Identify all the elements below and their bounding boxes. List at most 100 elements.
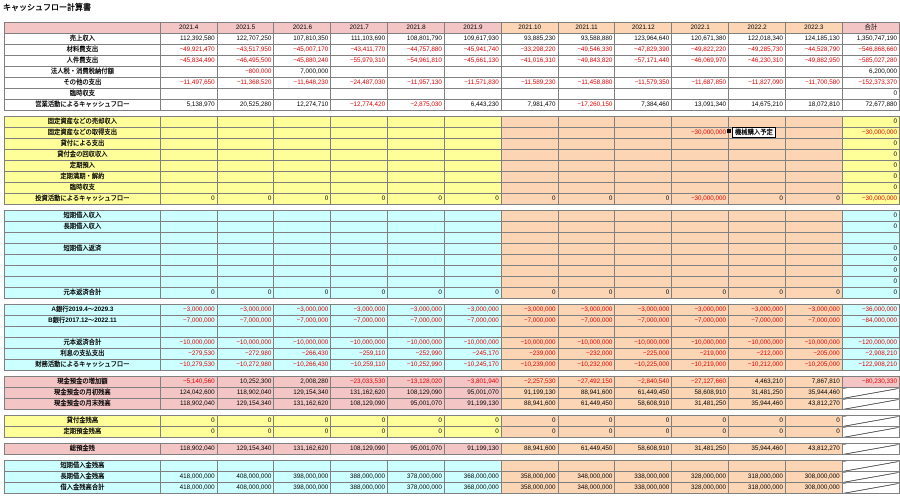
value-cell[interactable]: 0 <box>330 287 389 299</box>
value-cell[interactable]: −11,827,090 <box>728 77 786 89</box>
value-cell[interactable]: −7,000,000 <box>443 315 502 327</box>
value-cell[interactable] <box>159 276 218 288</box>
value-cell[interactable]: 358,000,000 <box>500 471 559 483</box>
value-cell[interactable] <box>330 232 389 244</box>
value-cell[interactable] <box>614 276 673 288</box>
total-cell[interactable]: 1,350,747,190 <box>841 33 900 45</box>
value-cell[interactable] <box>728 88 786 100</box>
value-cell[interactable] <box>216 326 275 338</box>
row-label[interactable]: その他の支出 <box>4 77 161 89</box>
total-cell-blank[interactable] <box>841 460 900 472</box>
value-cell[interactable] <box>557 221 616 233</box>
row-label[interactable]: 投資活動によるキャッシュフロー <box>4 193 161 205</box>
value-cell[interactable] <box>216 254 275 266</box>
value-cell[interactable]: −10,000,000 <box>159 337 218 349</box>
value-cell[interactable]: −245,170 <box>443 348 502 360</box>
row-label[interactable]: 定期満期・解約 <box>4 171 161 183</box>
value-cell[interactable]: −11,957,130 <box>387 77 445 89</box>
value-cell[interactable]: −44,528,790 <box>784 44 843 56</box>
value-cell[interactable] <box>557 254 616 266</box>
value-cell[interactable]: −7,000,000 <box>159 315 218 327</box>
value-cell[interactable] <box>216 149 275 161</box>
value-cell[interactable]: −7,000,000 <box>557 315 616 327</box>
value-cell[interactable]: 118,902,040 <box>216 387 275 399</box>
value-cell[interactable] <box>671 182 730 194</box>
value-cell[interactable] <box>216 127 275 139</box>
value-cell[interactable]: −43,517,950 <box>216 44 275 56</box>
value-cell[interactable]: 418,000,000 <box>159 471 218 483</box>
value-cell[interactable]: 61,449,450 <box>557 443 616 455</box>
value-cell[interactable]: 0 <box>387 287 445 299</box>
value-cell[interactable] <box>330 138 389 150</box>
row-label[interactable]: 利息の支払支出 <box>4 348 161 360</box>
value-cell[interactable] <box>614 254 673 266</box>
row-label[interactable]: 定期預金残高 <box>4 426 161 438</box>
total-cell[interactable]: 0 <box>841 265 900 277</box>
value-cell[interactable]: 5,138,970 <box>159 99 218 111</box>
value-cell[interactable] <box>671 276 730 288</box>
value-cell[interactable] <box>784 182 843 194</box>
total-cell[interactable]: 72,677,880 <box>841 99 900 111</box>
value-cell[interactable] <box>387 116 445 128</box>
value-cell[interactable]: 0 <box>330 193 389 205</box>
value-cell[interactable]: −49,843,820 <box>557 55 616 67</box>
value-cell[interactable] <box>387 326 445 338</box>
row-label[interactable]: 長期借入収入 <box>4 221 161 233</box>
value-cell[interactable] <box>387 66 445 78</box>
row-label[interactable]: 営業活動によるキャッシュフロー <box>4 99 161 111</box>
row-label[interactable]: 長期借入金残高 <box>4 471 161 483</box>
value-cell[interactable] <box>557 276 616 288</box>
value-cell[interactable] <box>728 160 786 172</box>
row-label[interactable] <box>4 22 161 34</box>
value-cell[interactable] <box>671 116 730 128</box>
row-label[interactable]: 定期預入 <box>4 160 161 172</box>
value-cell[interactable]: 388,000,000 <box>330 482 389 494</box>
value-cell[interactable]: 328,000,000 <box>671 482 730 494</box>
total-cell[interactable]: −120,000,000 <box>841 337 900 349</box>
value-cell[interactable]: 61,449,450 <box>557 398 616 410</box>
value-cell[interactable]: 0 <box>557 193 616 205</box>
value-cell[interactable] <box>784 243 843 255</box>
value-cell[interactable] <box>784 138 843 150</box>
value-cell[interactable] <box>387 171 445 183</box>
value-cell[interactable]: −800,000 <box>216 66 275 78</box>
value-cell[interactable] <box>443 171 502 183</box>
value-cell[interactable]: 0 <box>443 415 502 427</box>
value-cell[interactable] <box>330 116 389 128</box>
value-cell[interactable] <box>387 232 445 244</box>
value-cell[interactable] <box>557 232 616 244</box>
value-cell[interactable]: 0 <box>728 287 786 299</box>
value-cell[interactable] <box>784 127 843 139</box>
value-cell[interactable]: 0 <box>784 193 843 205</box>
total-cell[interactable]: 0 <box>841 221 900 233</box>
value-cell[interactable] <box>557 171 616 183</box>
row-label[interactable]: 短期借入収入 <box>4 210 161 222</box>
row-label[interactable]: A銀行2019.4〜2029.3 <box>4 304 161 316</box>
value-cell[interactable]: −30,000,000 <box>671 193 730 205</box>
value-cell[interactable] <box>330 243 389 255</box>
value-cell[interactable] <box>387 276 445 288</box>
value-cell[interactable] <box>728 243 786 255</box>
value-cell[interactable]: 318,000,000 <box>728 482 786 494</box>
value-cell[interactable]: −11,368,520 <box>216 77 275 89</box>
value-cell[interactable]: 318,000,000 <box>728 471 786 483</box>
value-cell[interactable] <box>614 127 673 139</box>
value-cell[interactable]: 0 <box>330 415 389 427</box>
row-label[interactable]: 現金預金の増加額 <box>4 376 161 388</box>
value-cell[interactable]: −3,000,000 <box>159 304 218 316</box>
value-cell[interactable] <box>728 276 786 288</box>
value-cell[interactable]: −13,128,020 <box>387 376 445 388</box>
value-cell[interactable]: −10,000,000 <box>216 337 275 349</box>
value-cell[interactable] <box>784 265 843 277</box>
value-cell[interactable]: −54,961,810 <box>387 55 445 67</box>
value-cell[interactable]: 91,199,130 <box>500 387 559 399</box>
value-cell[interactable] <box>330 66 389 78</box>
value-cell[interactable] <box>500 210 559 222</box>
value-cell[interactable] <box>614 326 673 338</box>
value-cell[interactable] <box>159 221 218 233</box>
total-cell-blank[interactable] <box>841 471 900 483</box>
value-cell[interactable]: 0 <box>614 415 673 427</box>
value-cell[interactable]: −3,000,000 <box>557 304 616 316</box>
value-cell[interactable] <box>387 149 445 161</box>
value-cell[interactable]: −11,648,230 <box>273 77 332 89</box>
